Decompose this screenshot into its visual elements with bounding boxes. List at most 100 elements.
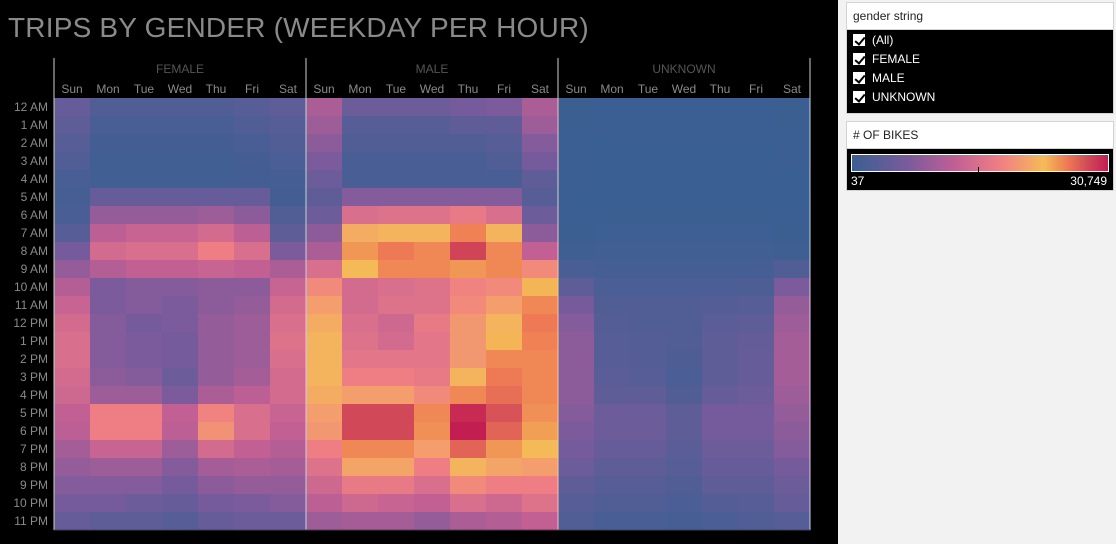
heatmap-cell[interactable] bbox=[378, 206, 415, 225]
heatmap-cell[interactable] bbox=[198, 512, 235, 531]
heatmap-cell[interactable] bbox=[198, 404, 235, 423]
heatmap-cell[interactable] bbox=[162, 368, 199, 387]
heatmap-cell[interactable] bbox=[774, 422, 811, 441]
heatmap-cell[interactable] bbox=[54, 440, 91, 459]
heatmap-cell[interactable] bbox=[90, 422, 127, 441]
heatmap-cell[interactable] bbox=[774, 386, 811, 405]
heatmap-cell[interactable] bbox=[162, 494, 199, 513]
heatmap-cell[interactable] bbox=[666, 278, 703, 297]
heatmap-cell[interactable] bbox=[522, 368, 559, 387]
heatmap-cell[interactable] bbox=[378, 476, 415, 495]
heatmap-cell[interactable] bbox=[738, 260, 775, 279]
heatmap-cell[interactable] bbox=[378, 458, 415, 477]
heatmap-cell[interactable] bbox=[342, 494, 379, 513]
heatmap-cell[interactable] bbox=[738, 224, 775, 243]
heatmap-cell[interactable] bbox=[234, 116, 271, 135]
heatmap-cell[interactable] bbox=[342, 260, 379, 279]
heatmap-cell[interactable] bbox=[162, 98, 199, 117]
heatmap-cell[interactable] bbox=[738, 188, 775, 207]
heatmap-cell[interactable] bbox=[522, 134, 559, 153]
heatmap-cell[interactable] bbox=[198, 368, 235, 387]
heatmap-cell[interactable] bbox=[306, 260, 343, 279]
heatmap-cell[interactable] bbox=[630, 314, 667, 333]
heatmap-cell[interactable] bbox=[774, 224, 811, 243]
heatmap-cell[interactable] bbox=[702, 152, 739, 171]
heatmap-cell[interactable] bbox=[522, 152, 559, 171]
heatmap-cell[interactable] bbox=[450, 494, 487, 513]
heatmap-cell[interactable] bbox=[774, 368, 811, 387]
heatmap-cell[interactable] bbox=[738, 512, 775, 531]
heatmap-cell[interactable] bbox=[54, 368, 91, 387]
heatmap-cell[interactable] bbox=[90, 152, 127, 171]
heatmap-cell[interactable] bbox=[558, 350, 595, 369]
heatmap-cell[interactable] bbox=[522, 260, 559, 279]
heatmap-cell[interactable] bbox=[306, 368, 343, 387]
heatmap-cell[interactable] bbox=[378, 440, 415, 459]
heatmap-cell[interactable] bbox=[702, 386, 739, 405]
heatmap-cell[interactable] bbox=[558, 98, 595, 117]
heatmap-cell[interactable] bbox=[774, 296, 811, 315]
heatmap-cell[interactable] bbox=[126, 494, 163, 513]
heatmap-cell[interactable] bbox=[306, 242, 343, 261]
heatmap-cell[interactable] bbox=[54, 386, 91, 405]
heatmap-cell[interactable] bbox=[666, 440, 703, 459]
heatmap-cell[interactable] bbox=[738, 242, 775, 261]
heatmap-cell[interactable] bbox=[306, 134, 343, 153]
heatmap-cell[interactable] bbox=[90, 98, 127, 117]
heatmap-cell[interactable] bbox=[594, 350, 631, 369]
heatmap-cell[interactable] bbox=[450, 296, 487, 315]
heatmap-cell[interactable] bbox=[702, 242, 739, 261]
heatmap-cell[interactable] bbox=[774, 152, 811, 171]
heatmap-cell[interactable] bbox=[234, 98, 271, 117]
heatmap-cell[interactable] bbox=[162, 224, 199, 243]
heatmap-cell[interactable] bbox=[198, 350, 235, 369]
heatmap-cell[interactable] bbox=[738, 476, 775, 495]
heatmap-cell[interactable] bbox=[522, 494, 559, 513]
heatmap-cell[interactable] bbox=[90, 224, 127, 243]
heatmap-cell[interactable] bbox=[90, 350, 127, 369]
heatmap-cell[interactable] bbox=[666, 404, 703, 423]
heatmap-cell[interactable] bbox=[342, 458, 379, 477]
heatmap-cell[interactable] bbox=[774, 350, 811, 369]
heatmap-cell[interactable] bbox=[306, 404, 343, 423]
heatmap-cell[interactable] bbox=[594, 512, 631, 531]
heatmap-cell[interactable] bbox=[450, 260, 487, 279]
heatmap-cell[interactable] bbox=[234, 224, 271, 243]
heatmap-cell[interactable] bbox=[378, 134, 415, 153]
heatmap-cell[interactable] bbox=[558, 116, 595, 135]
heatmap-cell[interactable] bbox=[666, 170, 703, 189]
heatmap-cell[interactable] bbox=[306, 314, 343, 333]
heatmap-cell[interactable] bbox=[270, 476, 307, 495]
heatmap-cell[interactable] bbox=[162, 512, 199, 531]
heatmap-cell[interactable] bbox=[522, 206, 559, 225]
heatmap-cell[interactable] bbox=[126, 476, 163, 495]
checkbox-checked-icon[interactable] bbox=[853, 52, 866, 65]
heatmap-cell[interactable] bbox=[162, 296, 199, 315]
heatmap-cell[interactable] bbox=[594, 116, 631, 135]
checkbox-checked-icon[interactable] bbox=[853, 71, 866, 84]
heatmap-cell[interactable] bbox=[306, 152, 343, 171]
heatmap-cell[interactable] bbox=[126, 512, 163, 531]
heatmap-cell[interactable] bbox=[774, 242, 811, 261]
heatmap-cell[interactable] bbox=[234, 350, 271, 369]
heatmap-cell[interactable] bbox=[738, 404, 775, 423]
heatmap-cell[interactable] bbox=[486, 278, 523, 297]
heatmap-cell[interactable] bbox=[198, 494, 235, 513]
heatmap-cell[interactable] bbox=[630, 206, 667, 225]
heatmap-cell[interactable] bbox=[54, 422, 91, 441]
heatmap-cell[interactable] bbox=[450, 206, 487, 225]
heatmap-cell[interactable] bbox=[378, 170, 415, 189]
heatmap-cell[interactable] bbox=[702, 350, 739, 369]
heatmap-cell[interactable] bbox=[594, 368, 631, 387]
heatmap-cell[interactable] bbox=[162, 440, 199, 459]
heatmap-cell[interactable] bbox=[54, 242, 91, 261]
heatmap-cell[interactable] bbox=[702, 98, 739, 117]
heatmap-cell[interactable] bbox=[666, 386, 703, 405]
heatmap-cell[interactable] bbox=[558, 278, 595, 297]
heatmap-cell[interactable] bbox=[450, 134, 487, 153]
heatmap-cell[interactable] bbox=[342, 332, 379, 351]
heatmap-cell[interactable] bbox=[630, 116, 667, 135]
heatmap-cell[interactable] bbox=[702, 512, 739, 531]
heatmap-cell[interactable] bbox=[666, 368, 703, 387]
heatmap-cell[interactable] bbox=[342, 98, 379, 117]
